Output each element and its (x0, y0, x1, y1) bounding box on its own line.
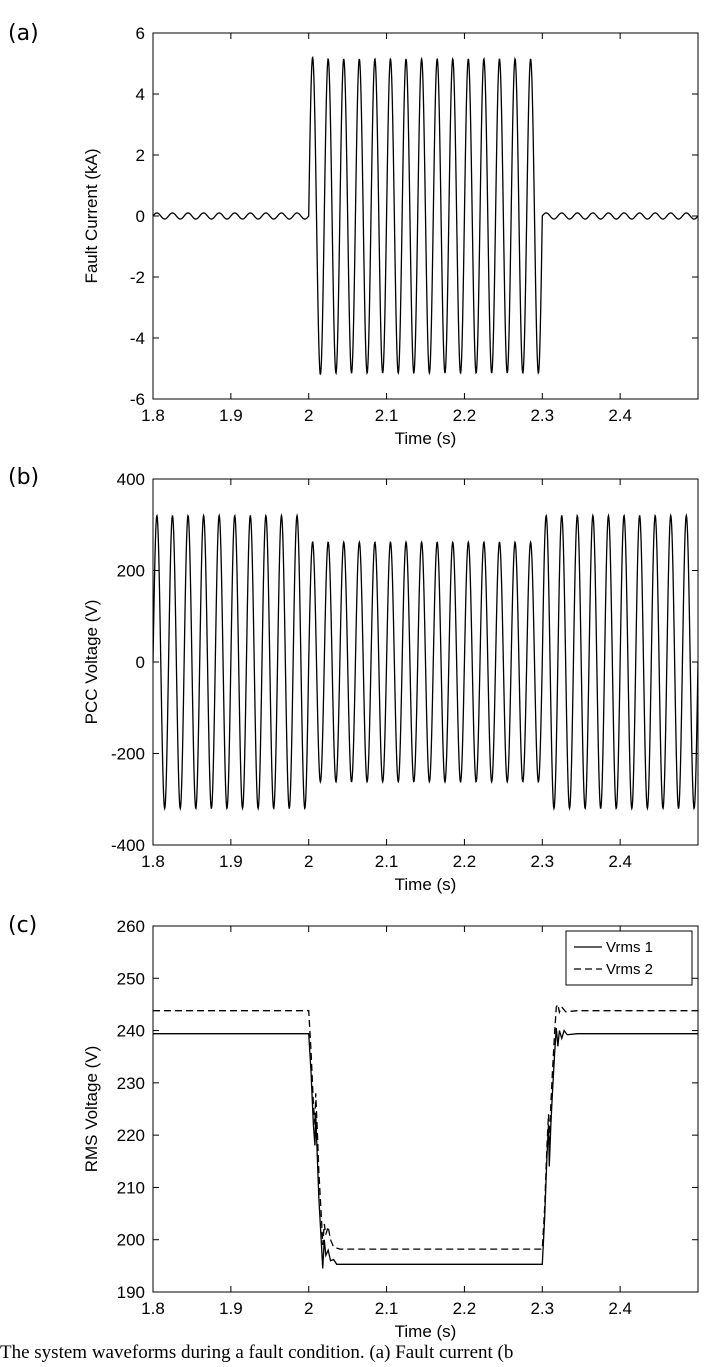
series-line-vrms-1 (153, 1027, 698, 1269)
x-tick-label: 2.1 (375, 1299, 399, 1318)
x-tick-label: 1.9 (219, 1299, 243, 1318)
x-tick-label: 2.4 (608, 852, 632, 871)
x-tick-label: 2.1 (375, 406, 399, 425)
y-tick-label: 2 (136, 146, 145, 165)
x-tick-label: 2.2 (453, 406, 477, 425)
legend-entry: Vrms 1 (606, 939, 653, 956)
series-line-vrms-2 (153, 1002, 698, 1250)
y-tick-label: 260 (117, 917, 145, 936)
y-tick-label: 190 (117, 1283, 145, 1302)
panel-label: (a) (8, 21, 39, 46)
y-tick-label: 6 (136, 24, 145, 43)
series-line-1 (153, 513, 698, 811)
chart-panel-2: 1.8 1.9 2 2.1 2.2 2.3 2.4 -400 -200 0 200 400 Time (… (8, 465, 699, 894)
x-tick-label: 1.9 (219, 852, 243, 871)
series-line-1 (153, 55, 698, 376)
x-tick-label: 2.2 (453, 1299, 477, 1318)
figure-caption: The system waveforms during a fault cond… (0, 1342, 514, 1363)
y-tick-label: 220 (117, 1126, 145, 1145)
y-tick-label: 210 (117, 1178, 145, 1197)
chart-panel-3: 1.8 1.9 2 2.1 2.2 2.3 2.4 190 200 210 220 230 240 250… (8, 913, 699, 1341)
x-axis-label: Time (s) (395, 429, 457, 448)
x-tick-label: 2.3 (530, 1299, 554, 1318)
y-tick-label: 0 (136, 653, 145, 672)
y-tick-label: 4 (136, 85, 145, 104)
legend-box (565, 930, 693, 986)
x-tick-label: 2 (304, 406, 313, 425)
y-tick-label: 250 (117, 969, 145, 988)
y-axis-label: RMS Voltage (V) (82, 1046, 101, 1173)
x-tick-label: 2.1 (375, 852, 399, 871)
x-tick-label: 2.4 (608, 1299, 632, 1318)
x-tick-label: 2 (304, 1299, 313, 1318)
plot-frame (152, 925, 699, 1293)
panel-label: (c) (8, 913, 37, 938)
legend: Vrms 1 Vrms 2 (565, 930, 693, 986)
x-axis-label: Time (s) (395, 1322, 457, 1341)
y-tick-label: -200 (111, 745, 145, 764)
y-tick-label: 400 (117, 470, 145, 489)
x-tick-label: 1.8 (141, 406, 165, 425)
y-tick-label: -4 (130, 329, 145, 348)
y-axis-label: Fault Current (kA) (82, 148, 101, 283)
x-tick-label: 2.4 (608, 406, 632, 425)
x-tick-label: 1.8 (141, 1299, 165, 1318)
x-tick-label: 1.9 (219, 406, 243, 425)
x-axis-label: Time (s) (395, 875, 457, 894)
y-tick-label: 230 (117, 1074, 145, 1093)
y-tick-label: 0 (136, 207, 145, 226)
y-tick-label: 200 (117, 562, 145, 581)
legend-entry: Vrms 2 (606, 961, 653, 978)
y-tick-label: 200 (117, 1231, 145, 1250)
y-tick-label: 240 (117, 1022, 145, 1041)
x-tick-label: 1.8 (141, 852, 165, 871)
x-tick-label: 2.3 (530, 852, 554, 871)
chart-panel-1: 1.8 1.9 2 2.1 2.2 2.3 2.4 -6 -4 -2 0 2 4 6 Time (s) Fau… (8, 21, 699, 448)
y-tick-label: -400 (111, 836, 145, 855)
panel-label: (b) (8, 465, 39, 490)
y-tick-label: -2 (130, 268, 145, 287)
x-tick-label: 2.2 (453, 852, 477, 871)
x-tick-label: 2 (304, 852, 313, 871)
y-tick-label: -6 (130, 390, 145, 409)
y-axis-label: PCC Voltage (V) (82, 600, 101, 725)
x-tick-label: 2.3 (530, 406, 554, 425)
